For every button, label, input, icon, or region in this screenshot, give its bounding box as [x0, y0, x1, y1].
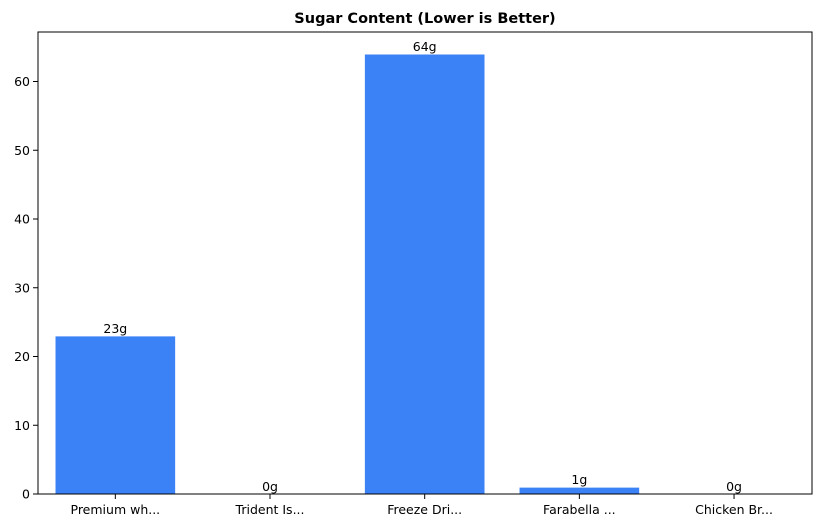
bar: [518, 486, 641, 495]
x-tick-label: Premium wh...: [71, 502, 161, 517]
plot-frame: [37, 31, 813, 495]
bar-value-label: 0g: [262, 479, 278, 494]
y-tick-label: 30: [14, 280, 30, 295]
y-tick-label: 10: [14, 418, 30, 433]
x-tick-label: Freeze Dri...: [387, 502, 462, 517]
bar: [54, 335, 177, 495]
y-tick-label: 20: [14, 349, 30, 364]
x-tick-label: Chicken Br...: [695, 502, 773, 517]
bar-value-label: 0g: [726, 479, 742, 494]
y-tick-label: 60: [14, 74, 30, 89]
y-tick-label: 40: [14, 212, 30, 227]
y-tick-label: 0: [22, 487, 30, 502]
bar-value-label: 64g: [413, 39, 437, 54]
x-tick-label: Trident Is...: [235, 502, 305, 517]
bar-value-label: 23g: [103, 321, 127, 336]
bar-value-label: 1g: [571, 472, 587, 487]
y-tick-label: 50: [14, 143, 30, 158]
x-tick-label: Farabella ...: [543, 502, 616, 517]
chart-title: Sugar Content (Lower is Better): [294, 11, 555, 27]
bar: [363, 53, 486, 495]
plot-area: 0 10 20 30 40 50 60 Premium wh... 23g Trident Is.…: [14, 39, 773, 517]
